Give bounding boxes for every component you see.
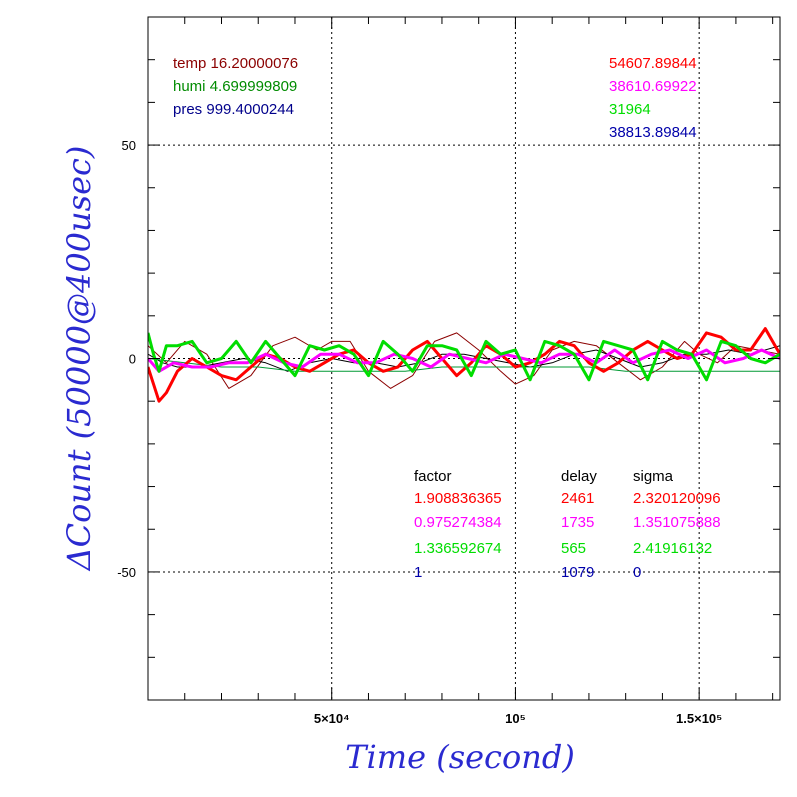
count-blue: 38813.89844 [609,124,697,141]
count-magenta: 38610.69922 [609,78,697,95]
table-row-factor: 1.908836365 [414,490,502,507]
series-line-0 [148,332,780,389]
x-tick-label: 10⁵ [505,711,526,726]
y-tick-label: 50 [122,138,136,153]
env-humi: humi 4.699999809 [173,78,297,95]
axis-ticks [148,16,780,701]
fit-table: factor delay sigma 1.908836365 2461 2.32… [414,468,721,581]
count-red: 54607.89844 [609,55,697,72]
count-green: 31964 [609,101,651,118]
y-tick-label: -50 [117,565,136,580]
x-tick-label: 1.5×10⁵ [676,711,722,726]
table-row-factor: 1 [414,564,422,581]
table-row-sigma: 2.41916132 [633,540,712,557]
series-line-3 [148,327,780,403]
table-header-sigma: sigma [633,468,674,485]
table-row-delay: 1735 [561,514,594,531]
series-lines [148,327,780,403]
table-row-factor: 0.975274384 [414,514,502,531]
x-tick-label: 5×10⁴ [314,711,350,726]
y-tick-label: 0 [129,352,136,367]
series-line-5 [148,332,780,382]
table-row-sigma: 1.351075888 [633,514,721,531]
table-row-sigma: 0 [633,564,641,581]
series-line-4 [148,348,780,373]
count-legend: 54607.89844 38610.69922 31964 38813.8984… [609,55,697,141]
table-row-factor: 1.336592674 [414,540,502,557]
x-axis-title: Time (second) [345,738,575,776]
table-header-delay: delay [561,468,597,485]
table-header-factor: factor [414,468,452,485]
env-pres: pres 999.4000244 [173,101,294,118]
table-row-delay: 2461 [561,490,594,507]
env-temp: temp 16.20000076 [173,55,298,72]
table-row-delay: 1079 [561,564,594,581]
table-row-sigma: 2.320120096 [633,490,721,507]
env-legend: temp 16.20000076 humi 4.699999809 pres 9… [173,55,298,118]
table-row-delay: 565 [561,540,586,557]
y-axis-title: ΔCount (50000@400usec) [60,146,98,573]
tick-labels: 50 0 -50 5×10⁴ 10⁵ 1.5×10⁵ [117,138,722,726]
